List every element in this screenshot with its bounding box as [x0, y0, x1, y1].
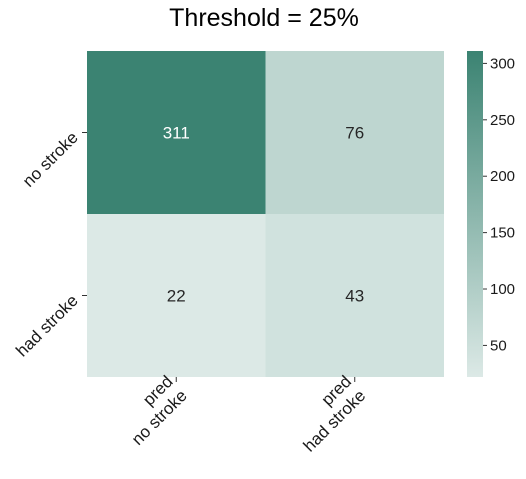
- cell-value-label: 311: [163, 124, 190, 143]
- row-axis: no stroke had stroke: [12, 128, 87, 361]
- chart-title: Threshold = 25%: [169, 4, 359, 32]
- row-tick-label: no stroke: [19, 128, 82, 191]
- cell-value-label: 76: [345, 124, 364, 143]
- colorbar-tick-label: 250: [490, 112, 515, 129]
- colorbar-tick-label: 50: [490, 337, 507, 354]
- heatmap-cell: [87, 51, 266, 214]
- cell-value-label: 43: [345, 287, 364, 306]
- colorbar-tick-label: 100: [490, 281, 515, 298]
- heatmap-cells: 311 76 22 43: [87, 51, 444, 377]
- colorbar-tick-label: 300: [490, 55, 515, 72]
- colorbar: [467, 51, 483, 377]
- colorbar-axis: 50 100 150 200 250 300: [483, 55, 515, 354]
- colorbar-tick-label: 200: [490, 168, 515, 185]
- heatmap-cell: [265, 51, 444, 214]
- heatmap-cell: [265, 214, 444, 377]
- cell-value-label: 22: [167, 287, 186, 306]
- heatmap-cell: [87, 214, 266, 377]
- row-tick-label: had stroke: [12, 291, 82, 361]
- colorbar-tick-label: 150: [490, 225, 515, 242]
